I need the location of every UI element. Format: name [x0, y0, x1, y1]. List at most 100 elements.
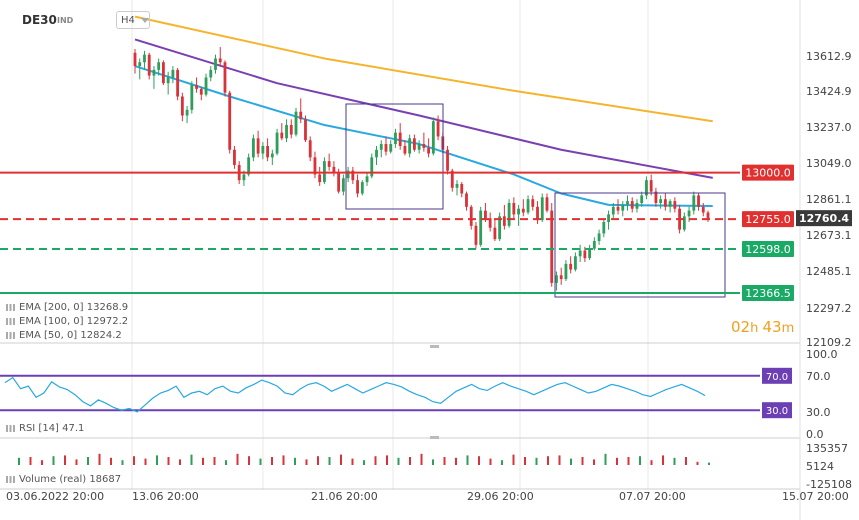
candle-body	[626, 201, 629, 205]
drag-handle-icon[interactable]	[6, 317, 15, 326]
range-box-1[interactable]	[345, 103, 444, 210]
legend-ema200[interactable]: EMA [200, 0] 13268.9	[6, 302, 128, 313]
drag-handle-icon[interactable]	[6, 331, 15, 340]
volume-value: 18687	[89, 474, 122, 485]
volume-bar	[271, 457, 273, 465]
candle-body	[673, 201, 677, 209]
candle-body	[313, 157, 317, 175]
volume-bar	[64, 455, 66, 465]
candle	[394, 128, 397, 148]
candle	[517, 204, 520, 226]
volume-bar	[374, 456, 377, 465]
symbol-label[interactable]: DE30	[22, 13, 57, 27]
candle-body	[308, 140, 312, 158]
drag-handle-icon[interactable]	[6, 424, 15, 433]
candle	[488, 212, 492, 232]
candle-body	[233, 149, 236, 165]
candle	[545, 193, 549, 213]
volume-bar	[409, 457, 411, 465]
candle	[318, 166, 322, 186]
price-level-tag[interactable]	[742, 241, 794, 258]
rsi-panel: 70.0 30.0 100.0 70.0 30.0 0.0	[0, 348, 838, 441]
candle	[256, 130, 260, 158]
ema50-line	[134, 65, 713, 208]
volume-bar	[397, 457, 400, 465]
candle	[654, 187, 658, 207]
volume-bar	[489, 458, 492, 465]
candle	[427, 138, 431, 158]
candle-body	[204, 77, 208, 95]
candle-body	[564, 263, 568, 280]
volume-bar	[547, 456, 549, 465]
legend-ema50[interactable]: EMA [50, 0] 12824.2	[6, 330, 122, 341]
candle	[365, 172, 369, 186]
rsi-line	[4, 376, 706, 413]
candle	[531, 195, 535, 211]
candle-body	[133, 52, 137, 67]
candle-body	[668, 201, 672, 207]
candle	[550, 203, 554, 287]
price-level-tag[interactable]	[742, 211, 794, 228]
rsi-tick: 0.0	[806, 428, 824, 441]
candle	[275, 128, 279, 156]
timeframe-selector[interactable]: H4	[116, 11, 150, 29]
volume-tick: 5124	[806, 460, 834, 473]
candle-body	[474, 225, 478, 245]
candle-countdown: 02h 43m	[731, 318, 794, 336]
countdown-minutes: 43	[762, 318, 782, 336]
drawn-rectangles[interactable]	[345, 103, 726, 298]
price-tick: 12485.1	[806, 265, 852, 278]
candle	[659, 195, 663, 209]
candle-body	[493, 227, 497, 240]
price-levels[interactable]: 13000.0 12755.0 12598.0 12366.5	[0, 164, 794, 302]
candle-body	[242, 174, 246, 181]
candle-body	[583, 250, 587, 259]
volume-bar	[593, 459, 595, 465]
legend-ema100[interactable]: EMA [100, 0] 12972.2	[6, 316, 128, 327]
candle-body	[592, 241, 596, 249]
candle-body	[143, 54, 146, 63]
volume-bar	[248, 456, 250, 465]
candle-body	[294, 111, 298, 135]
candle-body	[479, 210, 483, 245]
rsi-band-label: 70.0	[766, 372, 788, 383]
candle-body	[223, 62, 227, 93]
candle-body	[455, 183, 459, 188]
candle-body	[431, 121, 435, 154]
price-level-tag[interactable]	[742, 285, 794, 302]
candle-body	[337, 172, 341, 192]
candle	[403, 140, 407, 156]
candle	[199, 86, 203, 101]
candle-body	[469, 206, 473, 226]
price-level-tag[interactable]	[742, 164, 794, 181]
candle	[474, 222, 478, 249]
candle-body	[185, 109, 189, 116]
price-tick: 13424.9	[806, 85, 852, 98]
candle	[602, 218, 606, 238]
volume-bar	[673, 457, 676, 465]
range-box-2[interactable]	[554, 192, 726, 298]
volume-bar	[512, 454, 515, 465]
candle-body	[138, 62, 142, 67]
candle-body	[507, 203, 511, 226]
legend-rsi[interactable]: RSI [14] 47.1	[6, 423, 84, 434]
candle	[218, 47, 222, 67]
candle	[635, 199, 639, 213]
candle	[616, 199, 620, 215]
candle	[299, 98, 303, 124]
candle	[266, 138, 270, 162]
drag-handle-icon[interactable]	[6, 303, 15, 312]
drag-handle-icon[interactable]	[6, 475, 15, 484]
candle-body	[199, 88, 203, 95]
price-tick: 13612.9	[806, 50, 852, 63]
current-price-tag	[796, 210, 852, 227]
legend-volume[interactable]: Volume (real) 18687	[6, 474, 121, 485]
candle	[640, 191, 644, 207]
candle-body	[341, 178, 345, 192]
candle	[143, 50, 146, 70]
candle-body	[166, 77, 170, 84]
candle-body	[417, 144, 421, 150]
countdown-minutes-unit: m	[781, 321, 795, 336]
volume-label: Volume (real)	[19, 474, 87, 485]
